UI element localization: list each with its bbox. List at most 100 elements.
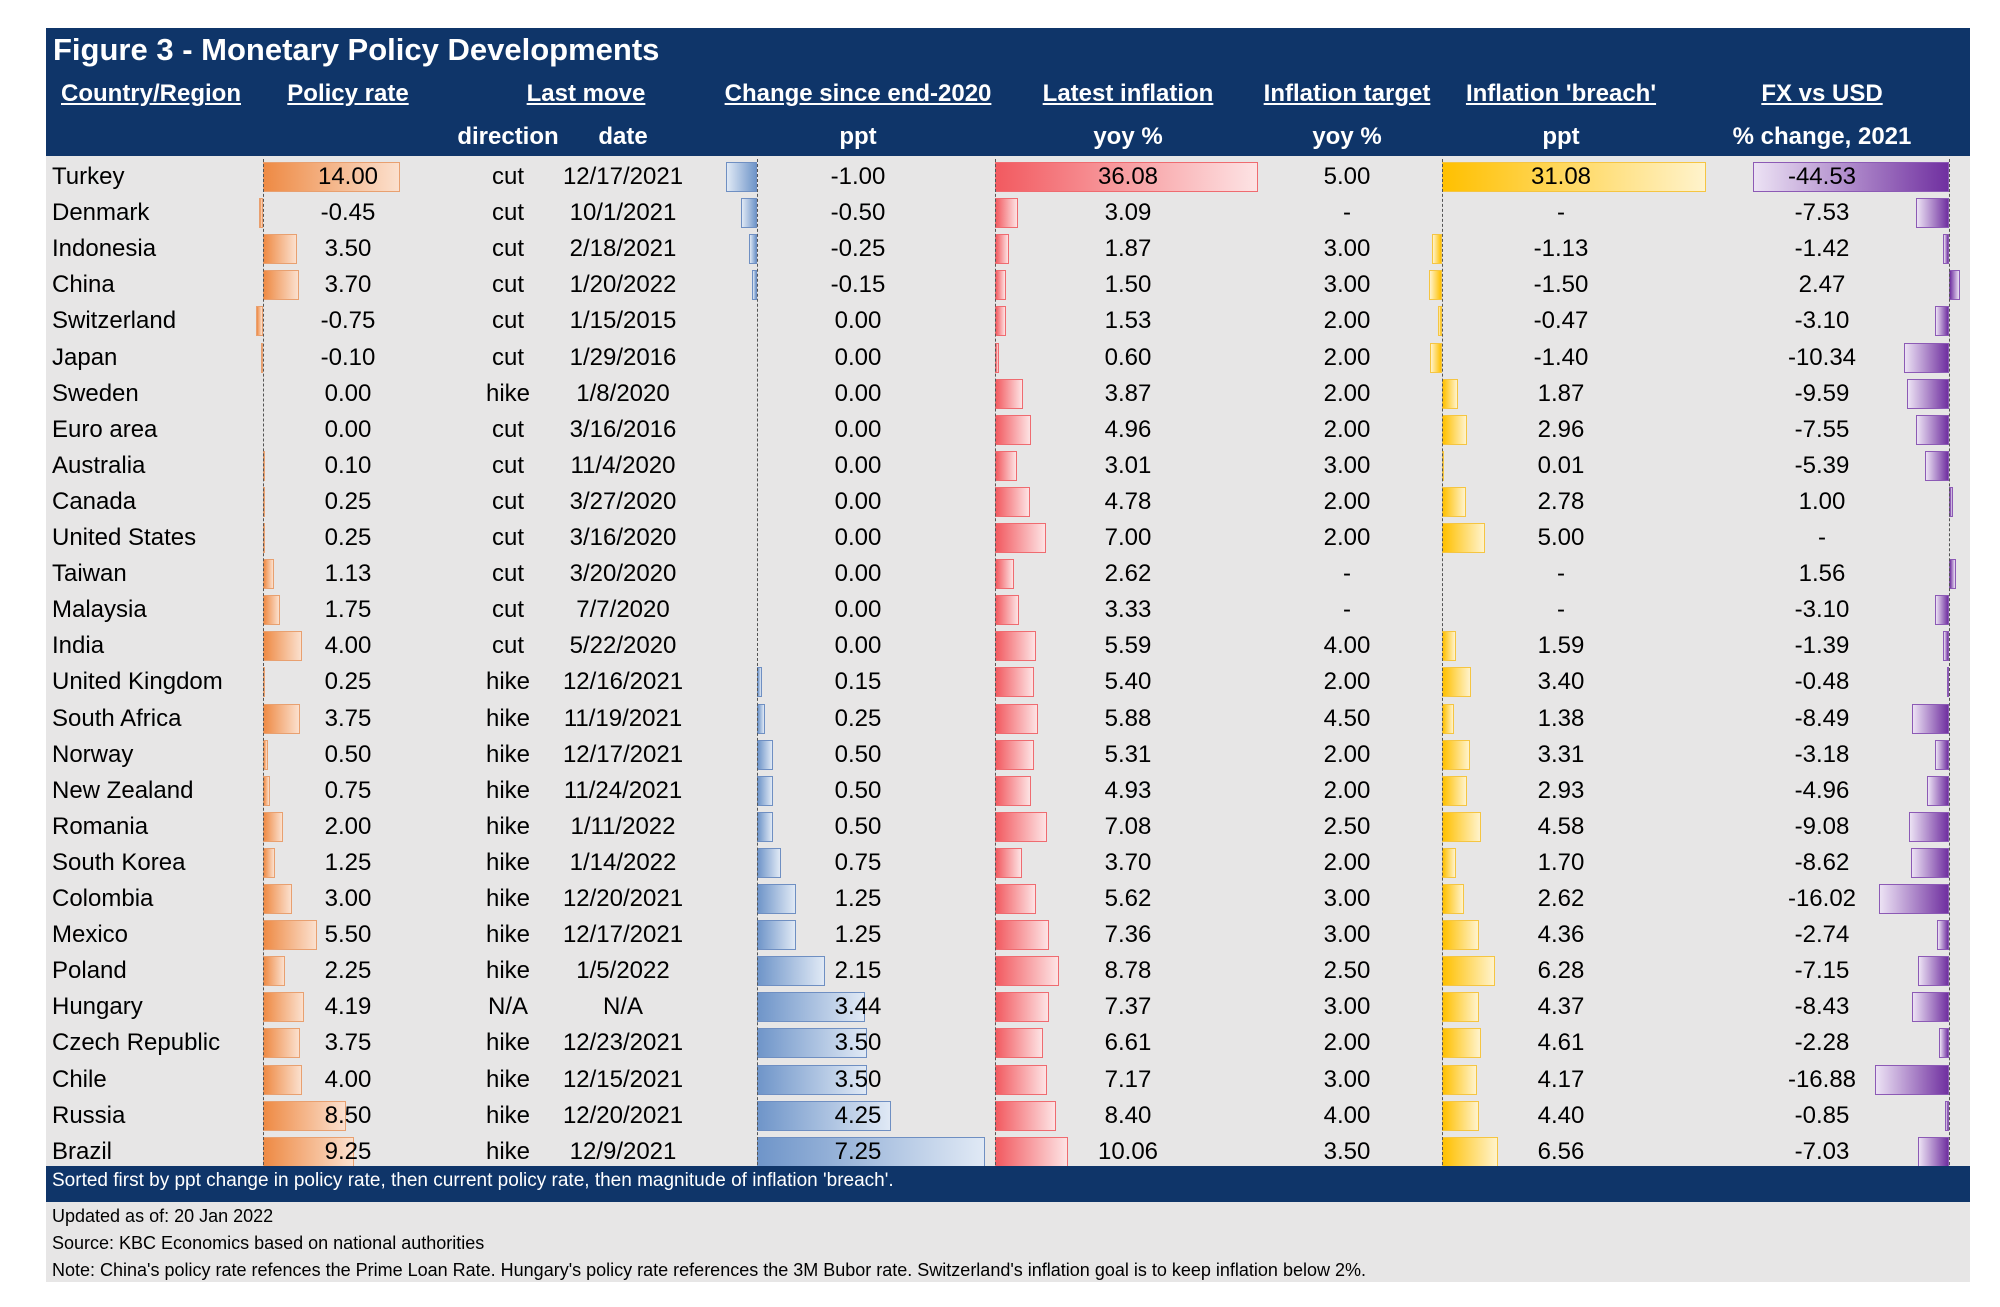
policy-rate-cell: 1.75: [324, 596, 372, 624]
country-cell: Hungary: [52, 993, 143, 1021]
subheader-target-unit: yoy %: [1312, 123, 1382, 150]
breach-cell: 4.40: [1537, 1101, 1585, 1129]
target-cell: 2.50: [1323, 957, 1371, 985]
breach-bar: [1438, 306, 1442, 337]
table-row: United States 0.25 cut 3/16/2020 0.00 7.00 2.0…: [46, 520, 1970, 556]
table-row: Czech Republic 3.75 hike 12/23/2021 3.50 6.61…: [46, 1025, 1970, 1061]
policy-rate-cell: 3.75: [324, 704, 372, 732]
infl-bar: [995, 667, 1035, 698]
header-fx: FX vs USD: [1761, 80, 1883, 107]
country-cell: South Korea: [52, 848, 186, 876]
fx-bar: [1942, 234, 1949, 265]
sort-note: Sorted first by ppt change in policy rat…: [52, 1170, 894, 1191]
fx-bar: [1911, 992, 1949, 1023]
direction-cell: hike: [485, 704, 531, 732]
infl-bar: [995, 306, 1007, 337]
change-cell: 0.15: [834, 668, 882, 696]
fx-bar: [1903, 342, 1949, 373]
target-cell: 3.00: [1323, 921, 1371, 949]
policy-rate-cell: 0.10: [324, 451, 372, 479]
country-cell: Japan: [52, 343, 118, 371]
target-cell: 2.50: [1323, 812, 1371, 840]
chg-bar: [757, 775, 773, 806]
fx-bar: [1935, 595, 1949, 626]
policy-rate-cell: 4.00: [324, 1065, 372, 1093]
fx-bar: [1874, 1064, 1949, 1095]
target-cell: 3.00: [1323, 235, 1371, 263]
breach-bar: [1442, 992, 1480, 1023]
direction-cell: hike: [485, 668, 531, 696]
date-cell: 12/20/2021: [562, 1101, 684, 1129]
breach-cell: 2.62: [1537, 885, 1585, 912]
direction-cell: hike: [485, 379, 531, 407]
inflation-cell: 36.08: [1097, 163, 1159, 190]
direction-cell: cut: [491, 415, 525, 443]
change-cell: 0.25: [834, 704, 882, 732]
rate-bar: [258, 198, 263, 229]
date-cell: 12/9/2021: [569, 1137, 677, 1165]
country-cell: United States: [52, 524, 197, 551]
infl-bar: [995, 1064, 1048, 1095]
table-row: United Kingdom 0.25 hike 12/16/2021 0.15 5.40…: [46, 664, 1970, 700]
rate-bar: [263, 775, 271, 806]
breach-bar: [1442, 667, 1471, 698]
breach-bar: [1442, 631, 1456, 662]
chg-bar: [725, 162, 757, 192]
header-policy-rate: Policy rate: [287, 80, 409, 107]
inflation-cell: 1.50: [1104, 271, 1152, 299]
policy-rate-cell: 14.00: [317, 163, 379, 190]
inflation-cell: 8.40: [1104, 1101, 1152, 1129]
country-cell: United Kingdom: [52, 668, 223, 696]
change-cell: 3.50: [834, 1065, 882, 1093]
fx-cell: -7.03: [1794, 1137, 1850, 1165]
breach-bar: [1442, 847, 1457, 878]
infl-bar: [995, 956, 1060, 987]
target-cell: 4.00: [1323, 632, 1371, 660]
direction-cell: cut: [491, 163, 525, 190]
target-cell: 2.00: [1323, 343, 1371, 371]
policy-rate-cell: 2.00: [324, 812, 372, 840]
direction-cell: cut: [491, 596, 525, 624]
breach-bar: [1442, 811, 1481, 842]
inflation-cell: 4.93: [1104, 776, 1152, 804]
table-row: Japan -0.10 cut 1/29/2016 0.00 0.60 2.00 -1.40 -…: [46, 340, 1970, 376]
change-cell: 0.00: [834, 415, 882, 443]
footnote: Note: China's policy rate refences the P…: [52, 1260, 1366, 1280]
table-row: China 3.70 cut 1/20/2022 -0.15 1.50 3.00 -1.50 2…: [46, 267, 1970, 303]
breach-bar: [1442, 1064, 1478, 1095]
date-cell: 12/17/2021: [562, 740, 684, 768]
country-cell: Czech Republic: [52, 1029, 221, 1057]
inflation-cell: 5.40: [1104, 668, 1152, 696]
chg-bar: [749, 234, 757, 265]
target-cell: 3.00: [1323, 993, 1371, 1021]
date-cell: N/A: [602, 993, 644, 1021]
breach-cell: 2.78: [1537, 487, 1585, 515]
breach-cell: 4.58: [1537, 812, 1585, 840]
fx-cell: -9.08: [1794, 812, 1850, 840]
change-cell: 0.00: [834, 524, 882, 551]
target-cell: 2.00: [1323, 1029, 1371, 1057]
fx-cell: -1.42: [1794, 235, 1850, 263]
breach-cell: 3.40: [1537, 668, 1585, 696]
table-row: Poland 2.25 hike 1/5/2022 2.15 8.78 2.50 6.28 -7…: [46, 953, 1970, 989]
header-latest-inflation: Latest inflation: [1042, 80, 1214, 107]
country-cell: Turkey: [52, 163, 125, 190]
change-cell: 2.15: [834, 957, 882, 985]
date-cell: 3/27/2020: [569, 487, 677, 515]
target-cell: 3.00: [1323, 451, 1371, 479]
inflation-cell: 3.33: [1104, 596, 1152, 624]
table-row: Norway 0.50 hike 12/17/2021 0.50 5.31 2.00 3.31…: [46, 737, 1970, 773]
chg-bar: [741, 198, 757, 229]
country-cell: Colombia: [52, 885, 154, 912]
chg-bar: [757, 811, 773, 842]
infl-bar: [995, 920, 1049, 951]
date-cell: 1/15/2015: [569, 307, 677, 335]
country-cell: Switzerland: [52, 307, 177, 335]
policy-rate-cell: 3.70: [324, 271, 372, 299]
rate-bar: [255, 306, 263, 337]
rate-bar: [263, 1064, 303, 1095]
policy-rate-cell: 0.00: [324, 379, 372, 407]
country-cell: Mexico: [52, 921, 129, 949]
figure-table: Figure 3 - Monetary Policy Developments …: [46, 28, 1970, 1282]
date-cell: 1/11/2022: [570, 812, 676, 840]
